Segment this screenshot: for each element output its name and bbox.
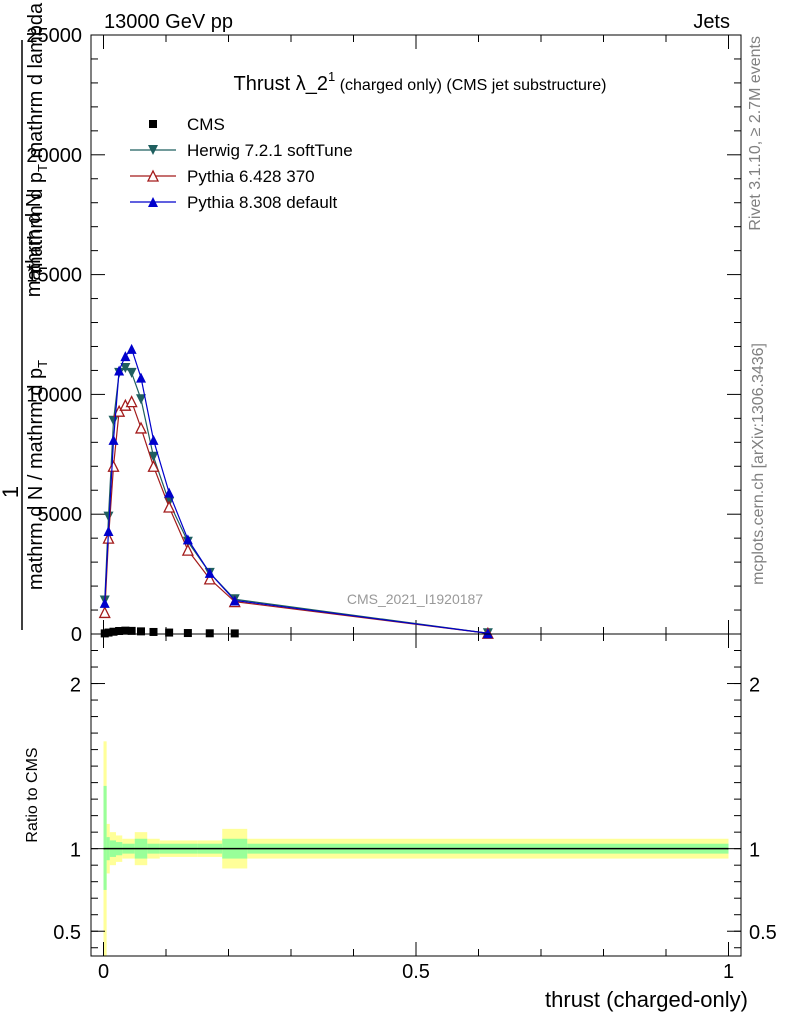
data-point-cms <box>109 627 118 636</box>
main-y-ticks: 0 5000 10000 15000 20000 25000 <box>26 25 741 646</box>
data-point-pythia6 <box>125 395 138 408</box>
chart-title-rest: (charged only) (CMS jet substructure) <box>335 77 606 94</box>
data-point-pythia6 <box>134 421 148 434</box>
y-tick-label: 0 <box>71 624 82 646</box>
data-point-cms <box>230 629 239 638</box>
y-label-denominator: mathrm d N / mathrm d pT <box>25 360 50 590</box>
data-point-cms <box>137 627 145 636</box>
data-point-pythia8 <box>108 434 119 445</box>
data-point-pythia8 <box>148 434 159 445</box>
y-label-numer-2: mathrm d p <box>25 172 47 273</box>
ratio-y-tick-label: 1 <box>70 840 81 862</box>
data-point-cms <box>149 627 158 636</box>
legend-label-pythia8: Pythia 8.308 default <box>187 193 338 212</box>
legend-marker-cms <box>149 120 157 128</box>
data-point-pythia6 <box>107 459 120 472</box>
chart-title: Thrust λ_21 (charged only) (CMS jet subs… <box>234 69 607 95</box>
y-label-denom-sub: T <box>35 360 50 368</box>
x-tick-label: 0.5 <box>402 961 430 983</box>
y-label-top: 1 <box>0 486 23 498</box>
data-point-pythia8 <box>99 597 110 608</box>
y-label-denom: mathrm d N / mathrm d p <box>25 368 47 590</box>
data-point-herwig <box>136 394 146 405</box>
legend-label-cms: CMS <box>187 115 225 134</box>
data-point-pythia6 <box>98 605 111 619</box>
main-plot: 0 5000 10000 15000 20000 25000 Thrust λ_21 (c… <box>26 25 742 646</box>
ratio-y-tick-label-right: 1 <box>749 840 760 862</box>
process-label: Jets <box>693 11 730 33</box>
main-y-label: 1 mathrm d N mathrm d pT mathrm d lambda… <box>0 2 50 630</box>
ratio-y-tick-label-right: 0.5 <box>749 922 777 944</box>
data-point-pythia8 <box>204 567 215 578</box>
ratio-band-inner <box>103 785 107 890</box>
legend-marker-pythia8 <box>148 197 158 207</box>
data-point-pythia8 <box>164 487 175 498</box>
legend-label-pythia6: Pythia 6.428 370 <box>187 167 315 186</box>
y-label-numer-3: mathrm d lambda <box>25 2 47 164</box>
data-point-cms <box>183 629 192 638</box>
ratio-y-tick-label: 2 <box>70 675 81 697</box>
data-point-pythia8 <box>103 525 114 536</box>
data-point-cms <box>165 628 174 637</box>
data-point-pythia6 <box>147 459 160 472</box>
data-point-cms <box>104 628 113 637</box>
data-point-pythia8 <box>126 343 137 354</box>
y-label-numer-2-sub: T <box>35 164 50 172</box>
watermark: CMS_2021_I1920187 <box>347 591 483 607</box>
data-point-pythia8 <box>136 372 146 383</box>
mcplots-label: mcplots.cern.ch [arXiv:1306.3436] <box>750 343 767 585</box>
data-point-cms <box>121 626 130 635</box>
data-point-cms <box>205 629 214 638</box>
series-pythia8 <box>99 343 493 639</box>
y-tick-label: 5000 <box>38 504 83 526</box>
data-point-pythia8 <box>482 628 493 639</box>
data-point-pythia8 <box>229 595 240 606</box>
ratio-y-label: Ratio to CMS <box>24 747 41 842</box>
ratio-ticks: 0.5 0.5 1 1 2 2 0 0.5 1 <box>53 634 777 983</box>
data-point-cms <box>127 626 136 635</box>
legend-label-herwig: Herwig 7.2.1 softTune <box>187 141 353 160</box>
chart-title-main: Thrust λ_2 <box>234 73 328 95</box>
rivet-label: Rivet 3.1.10, ≥ 2.7M events <box>747 36 764 231</box>
legend: CMS Herwig 7.2.1 softTune Pythia 6.428 370… <box>130 115 353 212</box>
data-point-herwig <box>120 363 131 374</box>
ratio-y-tick-label: 0.5 <box>53 922 81 944</box>
y-tick-label: 15000 <box>26 265 82 287</box>
energy-label: 13000 GeV pp <box>104 11 233 33</box>
ratio-plot: 0.5 0.5 1 1 2 2 0 0.5 1 Ratio to CMS thrust (cha… <box>24 633 777 1012</box>
data-point-pythia6 <box>113 404 126 417</box>
y-tick-label: 10000 <box>26 384 82 406</box>
x-axis-label: thrust (charged-only) <box>545 987 748 1012</box>
data-point-pythia8 <box>182 534 193 545</box>
y-label-numerator: mathrm d N <box>23 193 45 297</box>
data-point-pythia6 <box>181 543 194 556</box>
chart-title-sup: 1 <box>328 69 335 84</box>
legend-marker-herwig <box>148 145 158 155</box>
y-label-numer-1: mathrm d N <box>23 193 45 297</box>
series-cms <box>100 626 239 638</box>
ratio-y-tick-label-right: 2 <box>749 675 760 697</box>
y-tick-label: 25000 <box>26 25 82 47</box>
legend-marker-pythia6 <box>146 169 160 182</box>
data-point-herwig <box>103 511 114 522</box>
data-point-cms <box>115 627 124 636</box>
y-label-numerator-2: mathrm d pT mathrm d lambda <box>25 2 50 273</box>
data-point-pythia8 <box>114 365 125 376</box>
data-point-herwig <box>148 451 159 462</box>
x-tick-label: 0 <box>98 961 109 983</box>
data-point-pythia6 <box>163 500 176 513</box>
data-point-herwig <box>108 415 119 426</box>
y-tick-label: 20000 <box>26 145 82 167</box>
data-point-herwig <box>126 367 137 378</box>
data-point-pythia8 <box>120 351 131 362</box>
main-series-layer <box>98 343 494 639</box>
x-tick-label: 1 <box>723 961 734 983</box>
data-point-pythia6 <box>203 572 216 585</box>
